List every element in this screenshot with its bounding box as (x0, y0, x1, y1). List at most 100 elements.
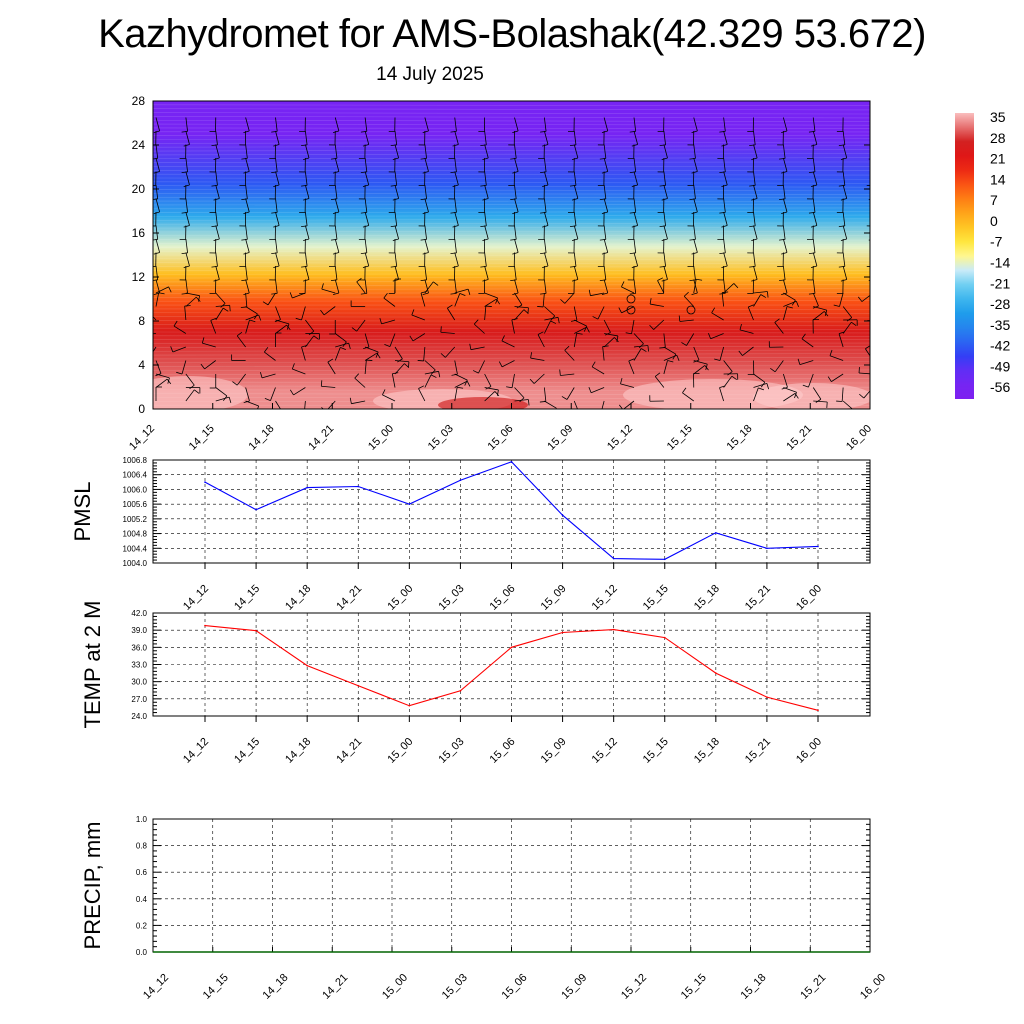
x-tick-label: 14_21 (334, 583, 364, 613)
colorbar-label: 35 (990, 109, 1006, 125)
data-point (510, 646, 513, 649)
x-tick-label: 15_09 (559, 972, 589, 1002)
x-tick-label: 14_21 (306, 423, 336, 453)
hot-cell (438, 397, 528, 409)
y-tick-label: 0.8 (136, 842, 148, 851)
temperature-cross-section-panel: 0 4 8 12 16 20 24 28 14_12 14_15 14_18 14_21 15_00 15… (127, 94, 874, 453)
x-tick-label: 15_12 (605, 423, 635, 453)
plot-frame (152, 612, 871, 717)
y-tick-label: 28 (132, 94, 146, 108)
x-tick-label: 15_06 (486, 423, 516, 453)
y-tick-label: 8 (138, 314, 145, 328)
data-point (612, 628, 615, 631)
colorbar-gradient (955, 113, 974, 399)
x-tick-label: 15_00 (385, 736, 415, 766)
x-tick-label: 15_06 (488, 583, 518, 613)
warm-cell (753, 383, 870, 409)
y-axis-title: PRECIP, mm (80, 822, 105, 950)
x-tick-label: 15_03 (436, 583, 466, 613)
x-tick-label: 15_15 (641, 736, 671, 766)
plot-frame (152, 459, 871, 564)
data-point (715, 532, 717, 534)
y-tick-label: 1006.4 (123, 471, 148, 480)
x-tick-label: 15_00 (380, 972, 410, 1002)
data-point (459, 479, 462, 482)
colorbar-label: -35 (990, 317, 1010, 333)
y-axis-title: PMSL (70, 482, 95, 542)
y-tick-label: 16 (132, 226, 146, 240)
x-tick-label: 15_12 (619, 972, 649, 1002)
x-tick-label: 14_18 (247, 423, 277, 453)
colorbar-label: -28 (990, 296, 1010, 312)
data-point (204, 624, 206, 627)
x-tick-label: 15_09 (539, 583, 569, 613)
y-tick-label: 36.0 (131, 643, 147, 652)
x-tick-label: 15_09 (545, 423, 575, 453)
y-tick-label: 1006.8 (123, 456, 148, 465)
colorbar-label: 21 (990, 151, 1006, 167)
x-tick-label: 15_21 (798, 972, 828, 1002)
x-tick-label: 15_03 (436, 736, 466, 766)
colorbar-label: -42 (990, 338, 1010, 354)
x-tick-label: 14_21 (320, 972, 350, 1002)
y-tick-label: 1004.4 (123, 544, 148, 553)
y-tick-label: 39.0 (131, 626, 147, 635)
data-point (306, 486, 308, 489)
data-point (817, 709, 819, 712)
data-point (817, 545, 819, 548)
x-tick-label: 15_21 (784, 423, 814, 453)
x-tick-label: 15_03 (426, 423, 456, 453)
data-point (459, 690, 462, 692)
x-tick-label: 15_06 (500, 972, 530, 1002)
y-tick-label: 1005.6 (123, 500, 148, 509)
calm-wind-marker (686, 305, 696, 315)
y-tick-label: 27.0 (131, 695, 147, 704)
x-tick-label: 16_00 (794, 583, 824, 613)
y-tick-label: 1004.8 (123, 530, 148, 539)
data-point (357, 684, 360, 687)
data-point (766, 547, 768, 550)
x-tick-label: 14_15 (187, 423, 217, 453)
x-tick-label: 15_06 (488, 736, 518, 766)
colorbar-label: 28 (990, 130, 1006, 146)
x-tick-label: 14_18 (261, 972, 291, 1002)
x-tick-label: 14_12 (181, 583, 211, 613)
x-tick-label: 15_12 (590, 583, 620, 613)
y-tick-label: 0.2 (136, 921, 148, 930)
data-point (663, 636, 666, 639)
y-tick-label: 12 (132, 270, 146, 284)
x-tick-label: 14_12 (141, 972, 171, 1002)
pmsl-panel: 1004.0 1004.4 1004.8 1005.2 1005.6 1006.0 1006… (70, 456, 871, 613)
data-point (255, 508, 257, 511)
x-tick-label: 15_09 (539, 736, 569, 766)
y-tick-label: 0.4 (136, 895, 148, 904)
y-tick-label: 42.0 (131, 609, 147, 618)
x-tick-label: 15_03 (440, 972, 470, 1002)
data-point (357, 485, 360, 488)
precip-panel: 0.0 0.2 0.4 0.6 0.8 1.0 14_12 14_15 14_18 14_21 15… (80, 815, 888, 1002)
colorbar-label: -49 (990, 358, 1010, 374)
data-point (766, 696, 768, 698)
data-point (255, 629, 257, 632)
contour-lines (153, 104, 870, 409)
x-tick-label: 15_18 (739, 972, 769, 1002)
x-tick-label: 15_18 (692, 736, 722, 766)
y-tick-label: 33.0 (131, 661, 147, 670)
data-point (561, 631, 564, 634)
x-tick-label: 16_00 (858, 972, 888, 1002)
x-tick-label: 14_15 (201, 972, 231, 1002)
colorbar-label: -21 (990, 275, 1010, 291)
y-tick-label: 1.0 (136, 815, 148, 824)
x-tick-label: 15_15 (679, 972, 709, 1002)
y-tick-label: 1005.2 (123, 515, 148, 524)
colorbar-label: 14 (990, 171, 1006, 187)
y-tick-label: 24 (132, 138, 146, 152)
chart-title: Kazhydromet for AMS-Bolashak(42.329 53.6… (98, 12, 926, 56)
x-tick-label: 14_12 (181, 736, 211, 766)
colorbar-label: 7 (990, 192, 998, 208)
x-tick-label: 15_00 (385, 583, 415, 613)
x-tick-label: 15_15 (665, 423, 695, 453)
data-point (306, 664, 308, 667)
y-tick-label: 0.0 (136, 948, 148, 957)
